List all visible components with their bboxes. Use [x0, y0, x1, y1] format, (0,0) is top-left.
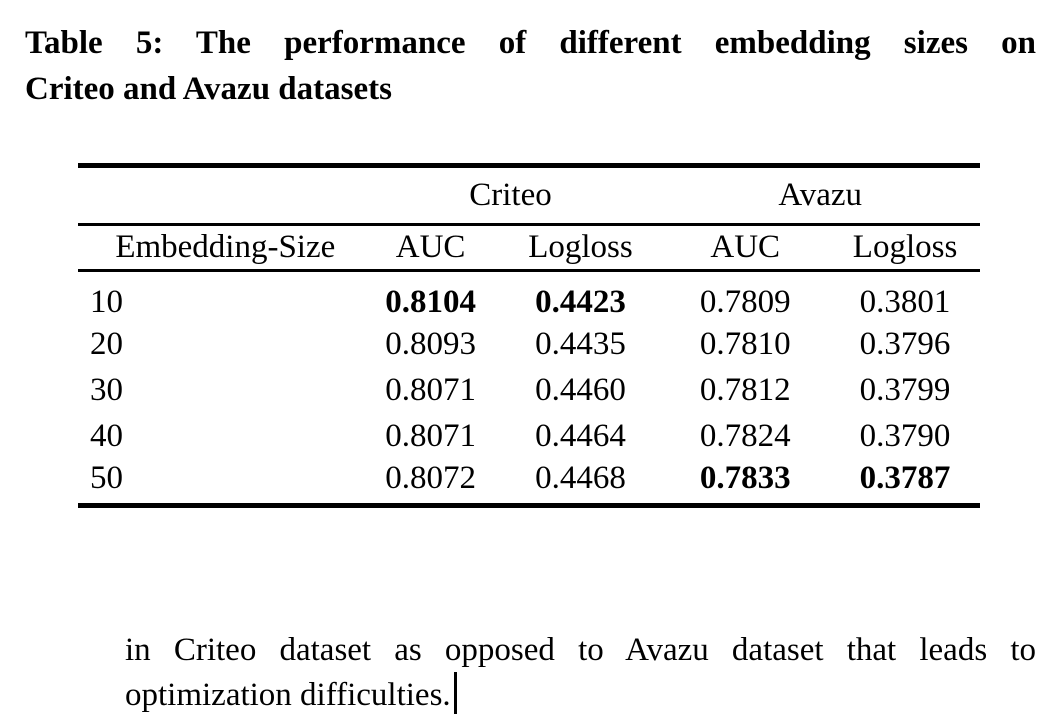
criteo-logloss-cell: 0.4468: [535, 460, 626, 497]
col-header-avazu-logloss: Logloss: [830, 224, 980, 272]
table-body: 10 0.8104 0.4423 0.7809 0.3801 20 0.8093 0.4435…: [78, 271, 980, 506]
caption-line-1: Table 5: The performance of different em…: [25, 25, 1036, 61]
criteo-auc-cell: 0.8072: [385, 460, 476, 497]
table-row: 20 0.8093 0.4435 0.7810 0.3796: [78, 321, 980, 367]
embedding-size-cell: 30: [90, 371, 123, 408]
table-row: 30 0.8071 0.4460 0.7812 0.3799: [78, 367, 980, 413]
body-paragraph[interactable]: in Criteo dataset as opposed to Avazu da…: [125, 628, 1036, 717]
table-row: 10 0.8104 0.4423 0.7809 0.3801: [78, 271, 980, 322]
avazu-auc-cell: 0.7824: [699, 417, 791, 454]
embedding-size-cell: 20: [90, 325, 123, 362]
avazu-logloss-cell: 0.3790: [859, 417, 951, 454]
criteo-logloss-cell: 0.4464: [535, 417, 626, 454]
paragraph-line-2-text: optimization difficulties.: [125, 677, 451, 713]
text-cursor: [453, 672, 457, 714]
avazu-logloss-cell: 0.3801: [859, 284, 951, 320]
table-row: 50 0.8072 0.4468 0.7833 0.3787: [78, 459, 980, 505]
embedding-size-cell: 50: [90, 460, 123, 497]
avazu-auc-cell: 0.7809: [699, 284, 791, 320]
avazu-logloss-cell: 0.3796: [859, 325, 951, 362]
avazu-logloss-cell: 0.3799: [859, 371, 951, 408]
group-header-avazu: Avazu: [660, 165, 980, 226]
col-header-embedding-size: Embedding-Size: [78, 224, 361, 272]
avazu-logloss-cell: 0.3787: [859, 460, 951, 497]
group-header-criteo: Criteo: [360, 165, 661, 226]
group-header-row: Criteo Avazu: [78, 165, 980, 226]
results-table-container: Criteo Avazu Embedding-Size AUC Logloss …: [78, 163, 980, 508]
avazu-auc-cell: 0.7833: [699, 460, 791, 497]
criteo-auc-cell: 0.8093: [385, 325, 476, 362]
col-header-criteo-auc: AUC: [360, 224, 501, 272]
group-header-spacer: [78, 165, 361, 226]
embedding-size-cell: 40: [90, 417, 123, 454]
embedding-size-cell: 10: [90, 284, 123, 320]
criteo-logloss-cell: 0.4435: [535, 325, 626, 362]
column-header-row: Embedding-Size AUC Logloss AUC Logloss: [78, 224, 980, 272]
criteo-logloss-cell: 0.4423: [535, 284, 626, 320]
caption-line-2: Criteo and Avazu datasets: [25, 71, 392, 107]
col-header-avazu-auc: AUC: [660, 224, 831, 272]
criteo-auc-cell: 0.8071: [385, 371, 476, 408]
criteo-auc-cell: 0.8071: [385, 417, 476, 454]
paragraph-line-1: in Criteo dataset as opposed to Avazu da…: [125, 632, 1036, 668]
table-row: 40 0.8071 0.4464 0.7824 0.3790: [78, 413, 980, 459]
table-caption: Table 5: The performance of different em…: [25, 20, 1036, 112]
col-header-criteo-logloss: Logloss: [500, 224, 661, 272]
avazu-auc-cell: 0.7812: [699, 371, 791, 408]
criteo-logloss-cell: 0.4460: [535, 371, 626, 408]
results-table: Criteo Avazu Embedding-Size AUC Logloss …: [78, 163, 980, 508]
avazu-auc-cell: 0.7810: [699, 325, 791, 362]
paragraph-line-2: optimization difficulties.: [125, 672, 1036, 717]
criteo-auc-cell: 0.8104: [385, 284, 476, 320]
